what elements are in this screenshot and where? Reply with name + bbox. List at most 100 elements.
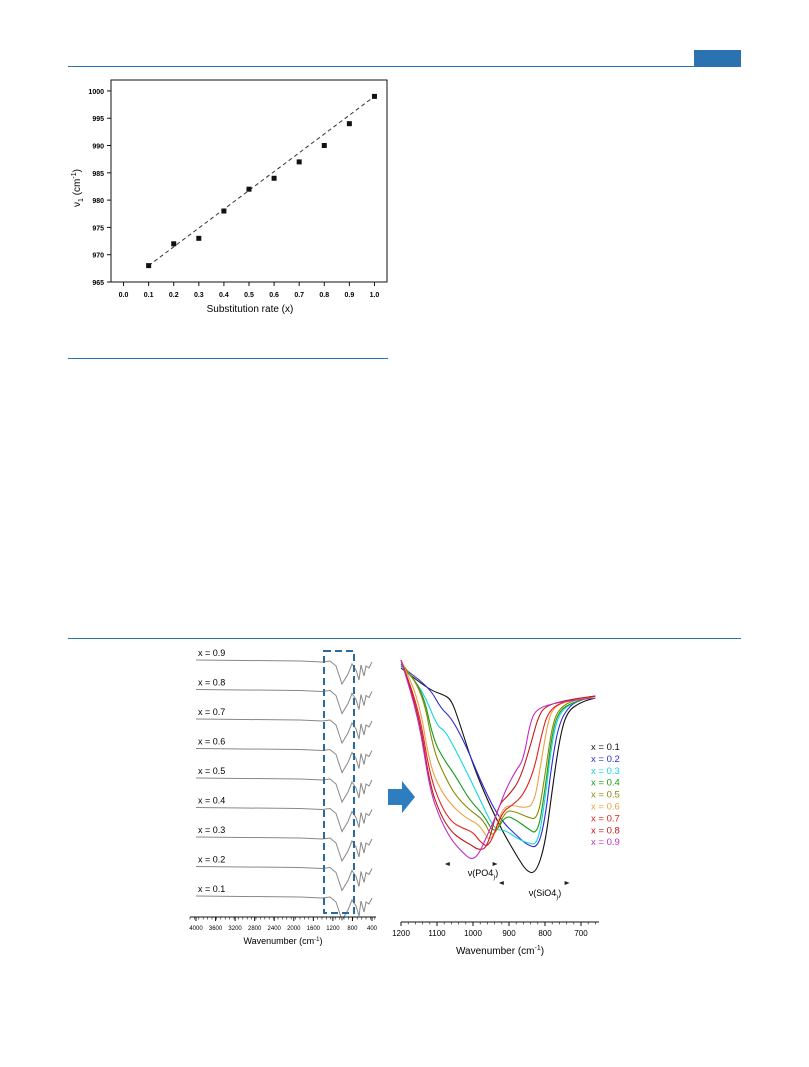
x-tick-label: 900 — [502, 929, 516, 938]
y-tick-label: 995 — [92, 116, 104, 123]
data-point — [196, 235, 202, 241]
annotation-arrow — [444, 862, 450, 866]
x-tick-label: 400 — [367, 926, 378, 932]
series-label: x = 0.9 — [198, 648, 225, 658]
highlight-box — [323, 650, 355, 914]
y-tick-label: 965 — [92, 280, 104, 287]
series-label: x = 0.1 — [198, 884, 225, 894]
x-tick-label: 1100 — [428, 929, 446, 938]
spectrum-curve — [400, 664, 596, 845]
x-tick-label: 2800 — [248, 926, 262, 932]
x-tick-label: 3200 — [228, 926, 242, 932]
header-badge — [694, 50, 741, 66]
legend-entry: x = 0.7 — [591, 813, 620, 824]
x-tick-label: 0.4 — [219, 292, 229, 299]
spectrum-curve — [400, 663, 596, 833]
legend-entry: x = 0.4 — [591, 778, 620, 789]
legend-entry: x = 0.2 — [591, 754, 620, 765]
spectrum-curve — [400, 659, 596, 850]
data-point — [146, 263, 152, 269]
spectrum-curve — [400, 667, 596, 874]
annotation-label: ν(SiO4)) — [529, 888, 562, 901]
y-axis-label: ν1 (cm-1) — [71, 169, 85, 207]
x-tick-label: 2000 — [287, 926, 301, 932]
y-tick-label: 985 — [92, 171, 104, 178]
x-tick-label: 1600 — [307, 926, 321, 932]
y-tick-label: 975 — [92, 225, 104, 232]
spectrum-curve — [400, 659, 596, 860]
fit-line — [148, 95, 375, 267]
spectrum-curve — [195, 718, 373, 745]
series-label: x = 0.4 — [198, 796, 225, 806]
x-tick-label: 0.0 — [119, 292, 129, 299]
legend-entry: x = 0.1 — [591, 742, 620, 753]
x-tick-label: 0.3 — [194, 292, 204, 299]
left-x-axis-label: Wavenumber (cm-1) — [243, 936, 322, 946]
legend-entry: x = 0.5 — [591, 790, 620, 801]
legend-entry: x = 0.6 — [591, 802, 620, 813]
spectrum-curve — [195, 895, 373, 922]
x-tick-label: 1200 — [326, 926, 340, 932]
spectrum-curve — [400, 665, 596, 848]
x-tick-label: 3600 — [209, 926, 223, 932]
spectrum-curve — [195, 777, 373, 804]
y-tick-label: 1000 — [88, 89, 104, 96]
data-point — [271, 175, 277, 181]
scatter-chart: 0.0 0.1 0.2 0.3 0.4 0.5 0.6 0.7 0.8 0.9 1.0 965 970 9… — [71, 79, 388, 315]
y-tick-label: 990 — [92, 144, 104, 151]
data-point — [171, 241, 177, 247]
y-tick-label: 970 — [92, 253, 104, 260]
spectrum-curve — [195, 836, 373, 863]
legend-entry: x = 0.8 — [591, 825, 620, 836]
series-label: x = 0.5 — [198, 766, 225, 776]
spectrum-curve — [195, 659, 373, 686]
spectrum-curve — [400, 659, 596, 840]
x-tick-label: 1000 — [464, 929, 482, 938]
legend-entry: x = 0.9 — [591, 837, 620, 848]
section-rule — [68, 638, 741, 639]
annotation-arrow — [498, 881, 504, 885]
series-label: x = 0.6 — [198, 737, 225, 747]
header-rule — [68, 66, 741, 67]
spectrum-curve — [400, 661, 596, 835]
x-tick-label: 1.0 — [370, 292, 380, 299]
x-tick-label: 700 — [574, 929, 588, 938]
series-label: x = 0.8 — [198, 678, 225, 688]
data-point — [321, 143, 327, 149]
x-tick-label: 0.2 — [169, 292, 179, 299]
annotation-arrow — [564, 881, 570, 885]
series-label: x = 0.3 — [198, 825, 225, 835]
x-tick-label: 0.1 — [144, 292, 154, 299]
data-point — [221, 208, 227, 214]
plot-frame — [110, 79, 388, 283]
x-tick-label: 0.9 — [344, 292, 354, 299]
series-label: x = 0.2 — [198, 855, 225, 865]
transition-arrow — [388, 781, 415, 813]
x-axis-label: Substitution rate (x) — [207, 304, 294, 315]
spectrum-curve — [195, 748, 373, 774]
spectrum-curve — [195, 689, 373, 715]
y-tick-label: 980 — [92, 198, 104, 205]
right-x-axis-label: Wavenumber (cm-1) — [456, 945, 544, 957]
x-tick-label: 800 — [347, 926, 358, 932]
series-label: x = 0.7 — [198, 707, 225, 717]
spectrum-curve — [195, 807, 373, 833]
x-tick-label: 0.6 — [269, 292, 279, 299]
x-tick-label: 2400 — [268, 926, 282, 932]
annotation-label: ν(PO4)) — [468, 868, 499, 881]
spectrum-curve — [400, 659, 596, 846]
data-point — [346, 121, 352, 127]
data-point — [296, 159, 302, 165]
spectrum-curve — [195, 866, 373, 892]
x-tick-label: 0.5 — [244, 292, 254, 299]
data-point — [371, 93, 377, 99]
x-tick-label: 1200 — [392, 929, 410, 938]
x-tick-label: 0.7 — [294, 292, 304, 299]
x-tick-label: 0.8 — [319, 292, 329, 299]
annotation-arrow — [492, 862, 498, 866]
figure-caption-rule — [68, 358, 388, 359]
data-point — [246, 186, 252, 192]
x-tick-label: 4000 — [189, 926, 203, 932]
legend-entry: x = 0.3 — [591, 766, 620, 777]
x-tick-label: 800 — [538, 929, 552, 938]
